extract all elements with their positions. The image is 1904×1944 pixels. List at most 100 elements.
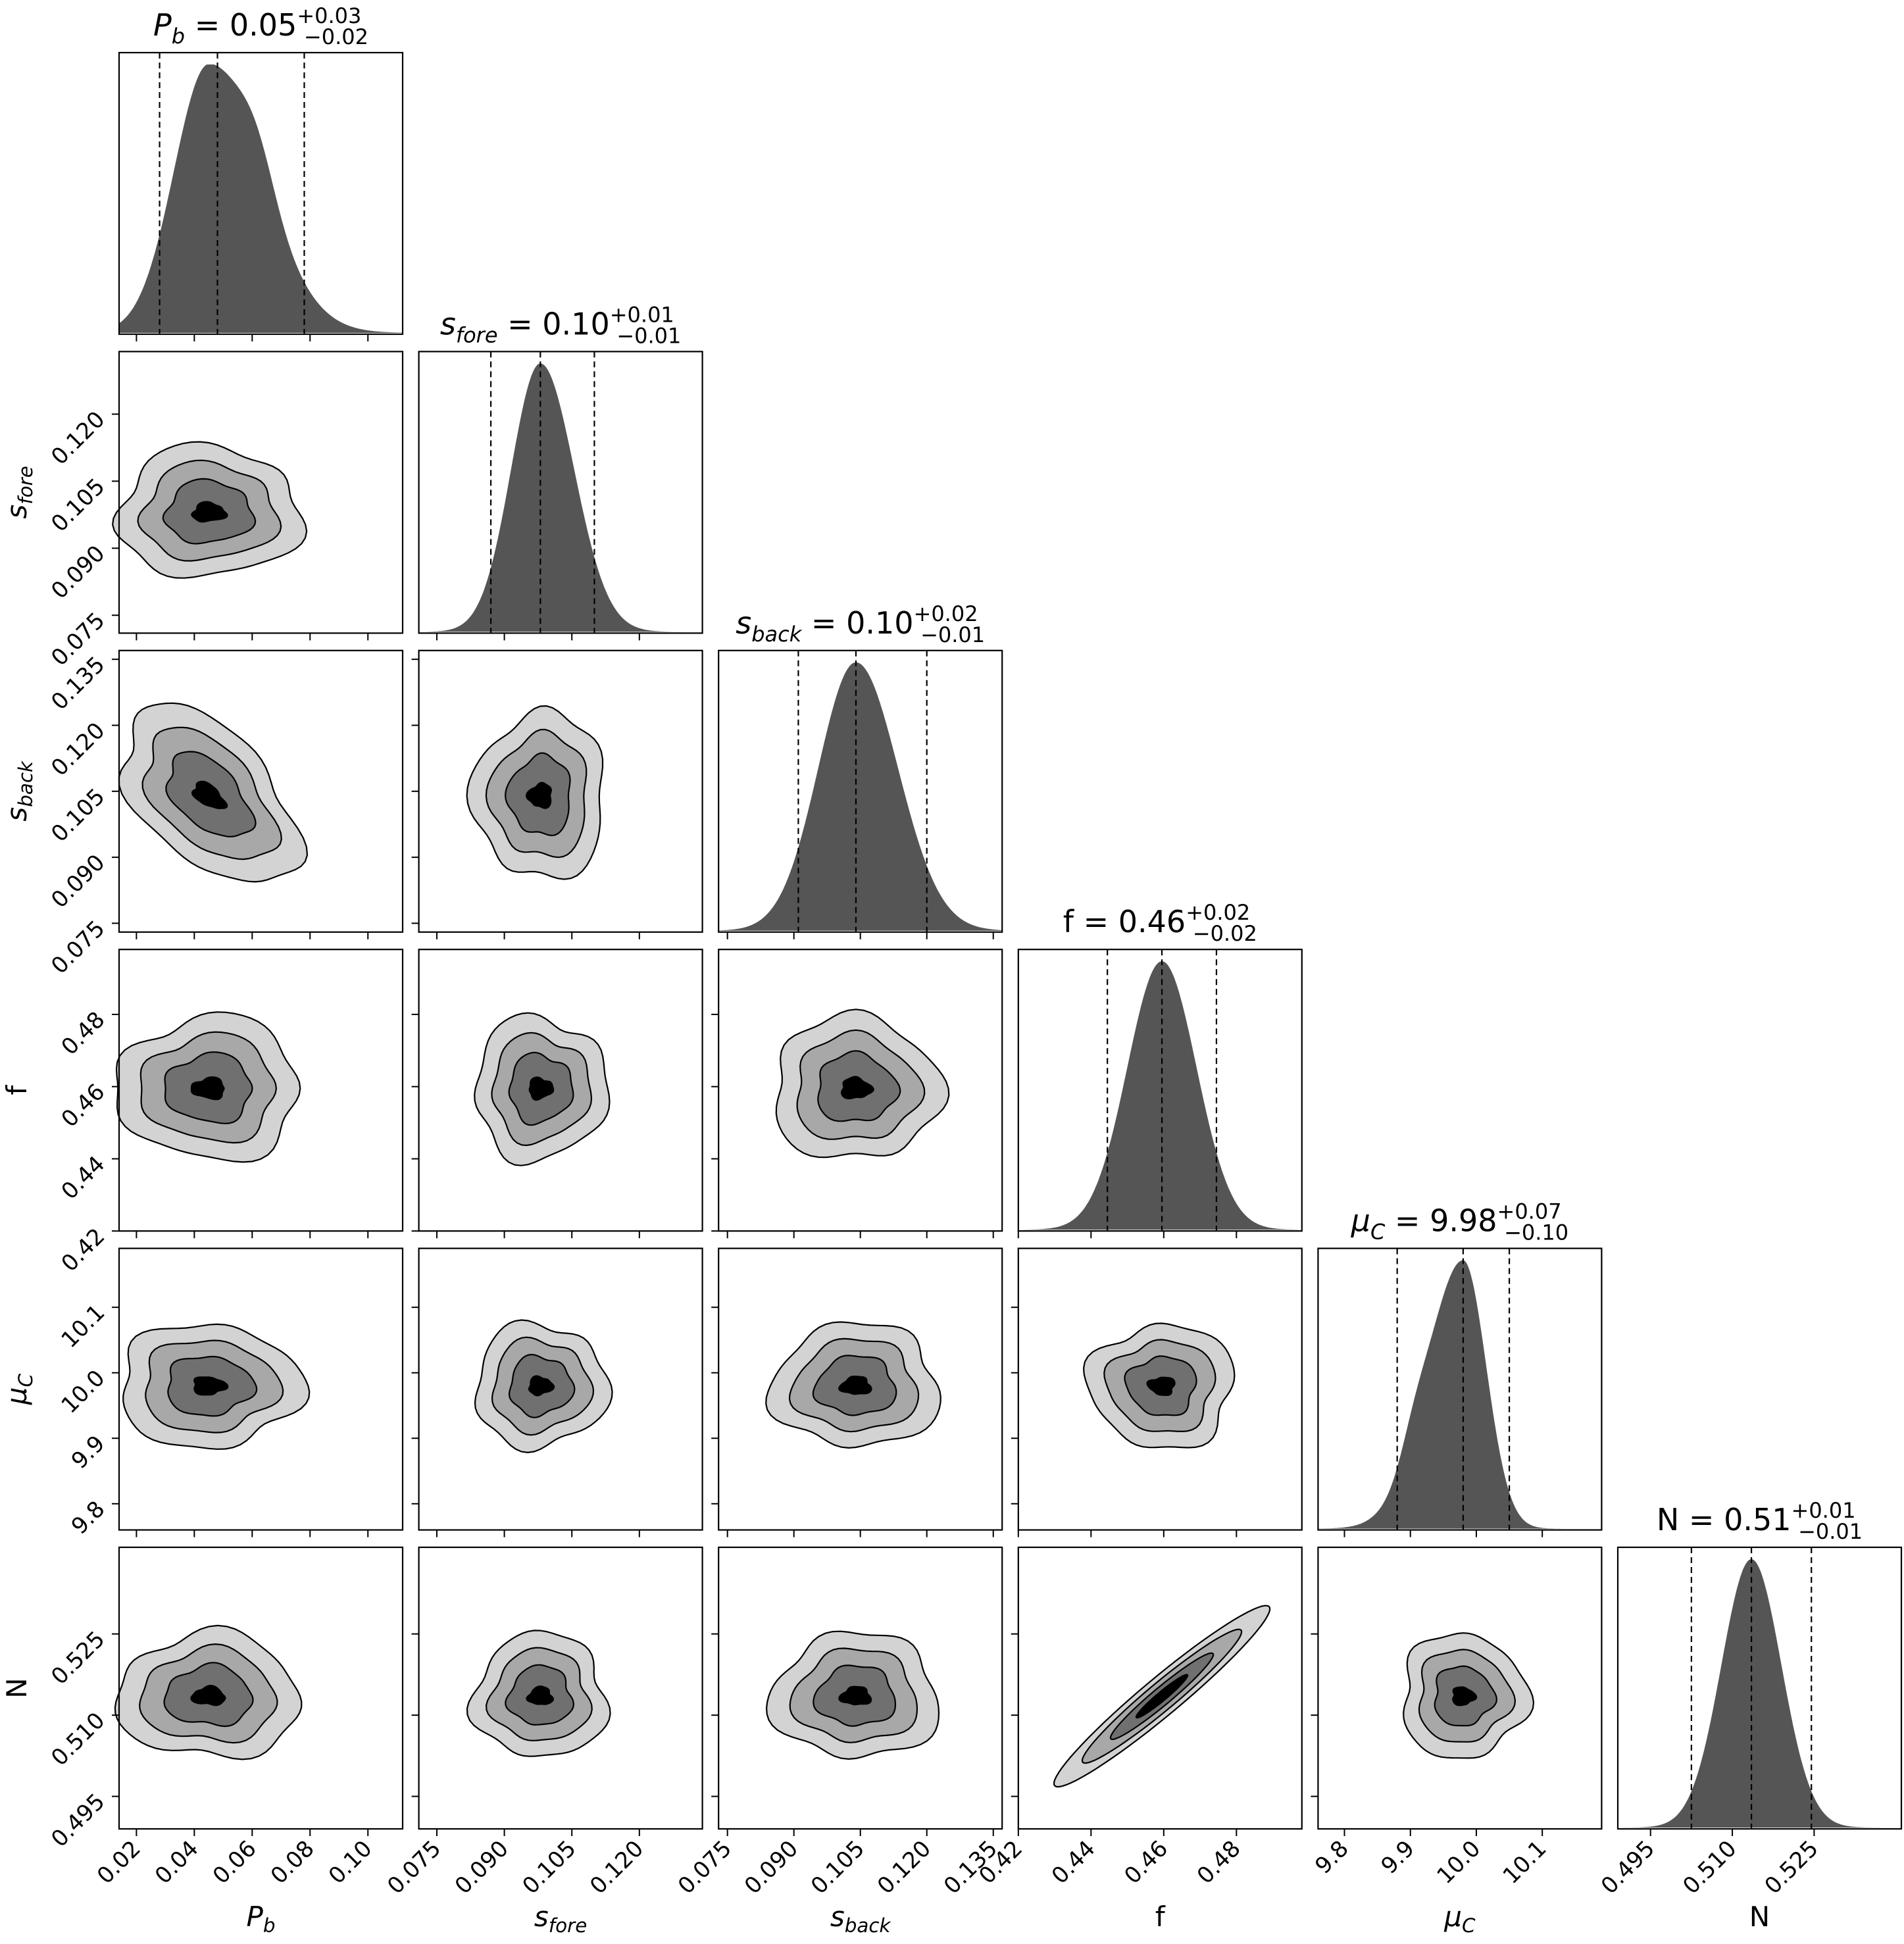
x-tick-label: 0.02 (92, 1835, 146, 1889)
y-axis-label-sback: sback (1, 760, 37, 822)
panel-frame (1616, 1546, 1903, 1830)
contour-panel-sfore-n (418, 1546, 703, 1830)
panel-frame (118, 1546, 404, 1830)
x-axis-label-f: f (1155, 1901, 1166, 1933)
panel-frame (1017, 1247, 1303, 1531)
contour-panel-pb-sfore (112, 351, 404, 634)
x-tick-label: 0.10 (324, 1835, 378, 1889)
panel-frame (418, 949, 703, 1232)
title-sback: sback = 0.10+0.02 −0.01 (736, 601, 985, 647)
x-axis-label-sback: sback (830, 1901, 891, 1937)
contour-core (840, 1076, 874, 1100)
hist-panel-f (1017, 949, 1303, 1232)
panel-frame (418, 1546, 703, 1830)
contour-panel-f-n (1017, 1546, 1303, 1830)
x-tick-label: 0.105 (806, 1835, 870, 1899)
panel-frame (118, 949, 404, 1232)
histogram-sfore (418, 363, 703, 632)
panel-frame (1017, 949, 1303, 1232)
x-tick-label: 0.525 (1760, 1835, 1824, 1899)
contour-core (193, 1376, 229, 1396)
x-axis-label-pb: Pb (247, 1901, 276, 1937)
x-tick-label: 0.510 (1678, 1835, 1741, 1899)
panel-frame (1317, 1546, 1603, 1830)
y-tick-label: 0.495 (46, 1789, 110, 1853)
x-tick-label: 0.090 (739, 1835, 803, 1899)
histogram-sback (718, 662, 1003, 931)
x-tick-label: 0.075 (673, 1835, 737, 1899)
contour-panel-muc-n (1317, 1546, 1603, 1830)
histogram-f (1018, 961, 1302, 1230)
panel-frame (118, 351, 404, 634)
contour-core (1452, 1686, 1478, 1707)
contour-core (528, 1076, 555, 1101)
panel-frame (1317, 1247, 1603, 1531)
contour-core (190, 1076, 225, 1101)
x-tick-label: 0.04 (150, 1835, 204, 1889)
x-tick-label: 0.120 (585, 1835, 649, 1899)
y-tick-label: 0.44 (57, 1151, 111, 1205)
hist-panel-sfore (418, 351, 703, 634)
hist-panel-pb (118, 51, 404, 336)
x-tick-label: 0.06 (208, 1835, 262, 1889)
x-tick-label: 10.0 (1432, 1835, 1486, 1889)
contour-core (191, 780, 228, 809)
y-tick-label: 0.42 (57, 1223, 111, 1277)
histogram-pb (119, 64, 403, 333)
y-tick-label: 0.46 (57, 1079, 111, 1133)
x-tick-label: 0.48 (1192, 1835, 1246, 1889)
x-tick-label: 0.495 (1596, 1835, 1660, 1899)
y-tick-label: 9.9 (66, 1430, 111, 1474)
x-tick-label: 0.075 (382, 1835, 446, 1899)
y-tick-label: 0.525 (46, 1626, 110, 1690)
y-tick-label: 10.1 (57, 1299, 111, 1353)
contour-panel-sfore-muc (418, 1247, 703, 1531)
hist-panel-muc (1317, 1247, 1603, 1531)
contour-panel-f-muc (1017, 1247, 1303, 1531)
contour-core (191, 501, 228, 523)
y-tick-label: 0.105 (46, 784, 110, 847)
y-tick-label: 0.090 (46, 849, 110, 913)
contour-panel-pb-sback (118, 649, 404, 933)
contour-panel-sfore-sback (418, 649, 703, 933)
y-axis-label-n: N (1, 1678, 33, 1698)
y-tick-label: 0.075 (46, 916, 110, 980)
contour-core (526, 1685, 554, 1705)
panel-frame (1017, 1546, 1303, 1830)
y-tick-label: 10.0 (57, 1365, 111, 1419)
x-axis-label-sfore: sfore (534, 1901, 587, 1937)
title-n: N = 0.51+0.01 −0.01 (1657, 1498, 1863, 1544)
x-tick-label: 9.8 (1310, 1835, 1354, 1880)
contour-core (1146, 1376, 1176, 1396)
contour-core (838, 1685, 872, 1706)
title-muc: μC = 9.98+0.07 −0.10 (1351, 1199, 1568, 1245)
hist-panel-sback (718, 649, 1003, 933)
contour-core (838, 1376, 872, 1395)
x-tick-label: 9.9 (1376, 1835, 1420, 1880)
contour-core (190, 1684, 226, 1707)
contour-panel-sback-muc (718, 1247, 1003, 1531)
contour-panel-sback-n (718, 1546, 1003, 1830)
histogram-muc (1318, 1260, 1602, 1529)
y-tick-label: 0.510 (46, 1707, 110, 1771)
contour-core (525, 782, 552, 809)
y-tick-label: 0.090 (46, 540, 110, 604)
x-tick-label: 0.08 (266, 1835, 320, 1889)
y-axis-label-muc: μC (1, 1373, 37, 1405)
y-tick-label: 0.120 (46, 718, 110, 782)
x-tick-label: 10.1 (1498, 1835, 1552, 1889)
y-tick-label: 0.105 (46, 473, 110, 537)
x-axis-label-muc: μC (1443, 1901, 1476, 1937)
panel-frame (118, 51, 404, 336)
y-tick-label: 0.48 (57, 1007, 111, 1060)
title-f: f = 0.46+0.02 −0.02 (1063, 900, 1257, 946)
y-axis-label-f: f (1, 1085, 33, 1095)
panel-frame (418, 1247, 703, 1531)
title-sfore: sfore = 0.10+0.01 −0.01 (440, 302, 682, 348)
x-tick-label: 0.44 (1047, 1835, 1101, 1889)
panel-frame (418, 351, 703, 634)
contour-core (1135, 1674, 1189, 1719)
title-pb: Pb = 0.05+0.03 −0.02 (153, 3, 368, 49)
contour-panel-sback-f (718, 949, 1003, 1232)
